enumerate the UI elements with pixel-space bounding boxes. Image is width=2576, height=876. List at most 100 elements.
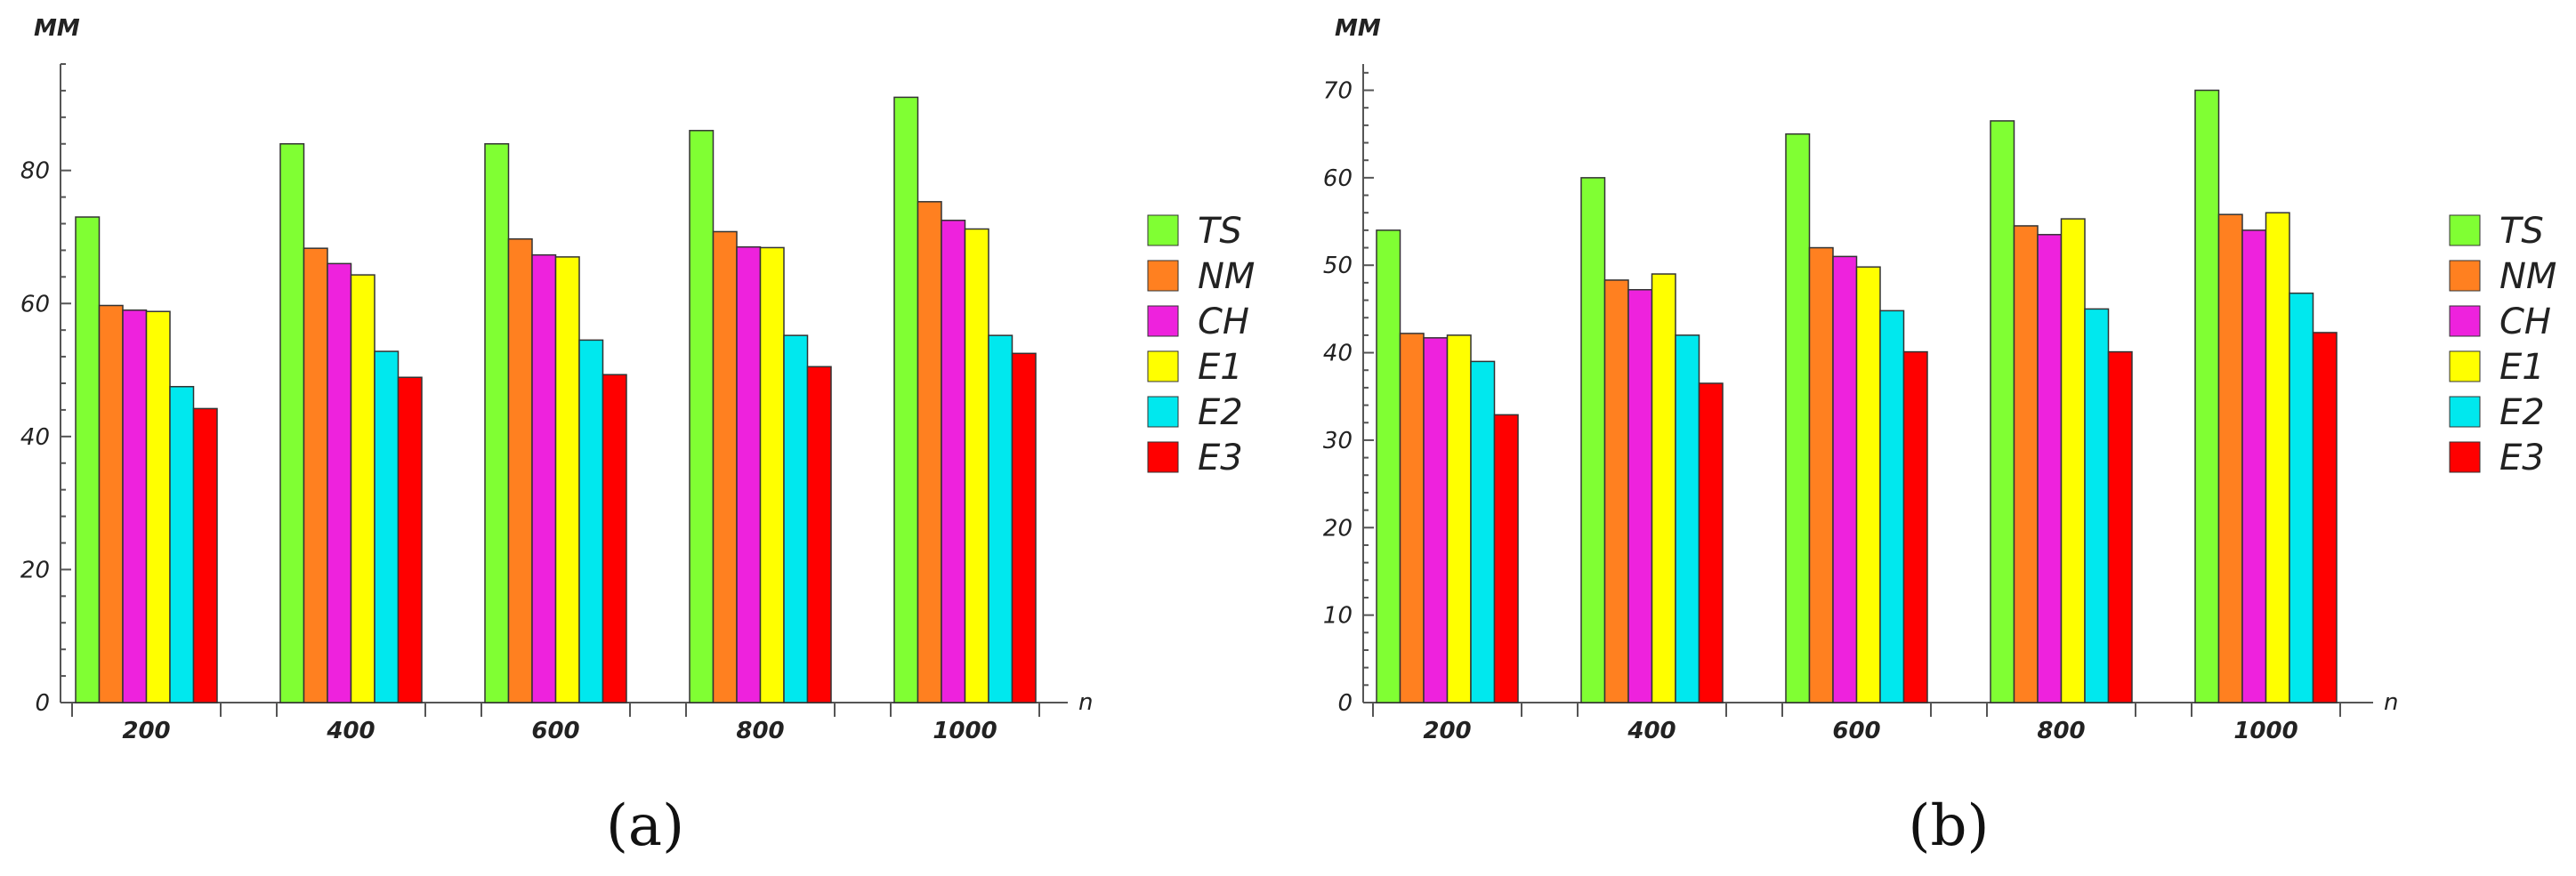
bar-nm-600 <box>1808 246 1834 703</box>
bar-ch-200 <box>122 309 148 703</box>
bar-ts-800 <box>1990 120 2015 703</box>
y-axis-label: MM <box>1335 15 1381 42</box>
bar-ts-1000 <box>893 96 919 703</box>
bar-e3-800 <box>2107 350 2133 703</box>
bar-e1-600 <box>554 256 580 703</box>
bar-e1-400 <box>1651 273 1676 703</box>
y-tick-label: 0 <box>35 690 50 717</box>
bar-e3-600 <box>1902 350 1928 703</box>
bar-e2-200 <box>169 385 195 703</box>
bar-e1-800 <box>2060 218 2086 703</box>
y-tick-label: 80 <box>20 158 50 185</box>
bar-ts-400 <box>279 143 305 703</box>
bar-e2-600 <box>578 339 604 703</box>
bar-ts-200 <box>75 216 101 703</box>
legend-swatch-nm <box>1147 260 1179 292</box>
legend-swatch-e2 <box>1147 396 1179 428</box>
x-tick-label: 1000 <box>933 718 997 744</box>
legend-label-ch: CH <box>1198 301 1249 342</box>
bar-nm-600 <box>507 237 533 703</box>
legend-label-nm: NM <box>2499 256 2556 297</box>
y-tick-label: 70 <box>1323 78 1353 105</box>
legend-label-e2: E2 <box>2499 392 2545 433</box>
x-axis-label: n <box>2384 689 2398 716</box>
y-tick-label: 60 <box>1323 165 1353 192</box>
legend-swatch-ch <box>2449 305 2481 337</box>
legend-label-e2: E2 <box>1198 392 1243 433</box>
legend-swatch-e3 <box>2449 441 2481 473</box>
x-axis-label: n <box>1078 689 1093 716</box>
bar-e3-200 <box>192 407 218 703</box>
bar-e3-400 <box>397 376 423 703</box>
bar-e2-200 <box>1470 360 1496 703</box>
bar-e1-600 <box>1855 266 1881 703</box>
bar-e3-800 <box>806 366 832 703</box>
bar-nm-200 <box>98 304 124 703</box>
bar-e3-1000 <box>1011 352 1037 703</box>
bar-ch-1000 <box>941 220 966 703</box>
legend-label-e3: E3 <box>1198 438 1243 478</box>
y-tick-label: 30 <box>1323 428 1353 454</box>
bar-ch-600 <box>531 253 557 703</box>
x-tick-label: 400 <box>1627 718 1676 744</box>
bar-nm-1000 <box>2217 213 2243 703</box>
bar-e1-400 <box>350 274 375 703</box>
bar-e3-1000 <box>2312 332 2338 703</box>
x-tick-label: 600 <box>1832 718 1880 744</box>
bar-e1-200 <box>1446 334 1472 703</box>
panel-label: (b) <box>1909 793 1990 859</box>
bar-ch-200 <box>1423 337 1449 703</box>
legend-label-e3: E3 <box>2499 438 2545 478</box>
legend-label-nm: NM <box>1198 256 1255 297</box>
bar-ts-400 <box>1580 177 1606 703</box>
bar-ts-600 <box>484 143 510 703</box>
bar-e3-400 <box>1698 382 1724 703</box>
panel-b: 0 10 20 30 40 50 60 70 MM n 200 400 600 800 1000 TSNMCH… <box>1323 15 2557 859</box>
bar-ts-200 <box>1376 229 1401 703</box>
bar-ts-1000 <box>2194 89 2220 703</box>
legend-label-ch: CH <box>2499 301 2551 342</box>
y-tick-label: 50 <box>1323 253 1353 279</box>
y-tick-label: 10 <box>1323 603 1353 630</box>
x-tick-label: 200 <box>1423 718 1471 744</box>
bar-e2-400 <box>374 350 400 703</box>
legend-swatch-nm <box>2449 260 2481 292</box>
bar-ch-800 <box>736 245 762 703</box>
y-tick-label: 0 <box>1337 690 1353 717</box>
x-tick-label: 800 <box>2037 718 2085 744</box>
bar-e3-600 <box>602 374 627 703</box>
bar-e2-1000 <box>988 334 1013 703</box>
y-tick-label: 60 <box>20 291 50 317</box>
bar-ch-400 <box>327 262 352 703</box>
bar-e2-800 <box>2084 308 2110 703</box>
x-tick-label: 1000 <box>2233 718 2297 744</box>
y-tick-label: 40 <box>20 424 50 451</box>
bar-ch-600 <box>1832 255 1858 703</box>
legend-swatch-e2 <box>2449 396 2481 428</box>
bar-nm-800 <box>712 230 738 703</box>
bar-e1-800 <box>759 246 785 703</box>
x-tick-label: 600 <box>531 718 579 744</box>
legend-swatch-ts <box>2449 214 2481 246</box>
bar-e1-1000 <box>2265 212 2290 703</box>
x-tick-label: 800 <box>736 718 784 744</box>
x-tick-label: 200 <box>122 718 170 744</box>
bar-e3-200 <box>1493 414 1519 703</box>
bar-e2-1000 <box>2289 292 2314 703</box>
panel-label: (a) <box>606 793 684 859</box>
legend-label-ts: TS <box>2499 211 2544 252</box>
bar-e2-400 <box>1675 334 1700 703</box>
bar-nm-200 <box>1399 333 1425 703</box>
y-tick-label: 20 <box>20 557 50 583</box>
bar-nm-400 <box>1603 279 1629 703</box>
legend-label-e1: E1 <box>2499 347 2545 388</box>
bar-e1-200 <box>145 310 171 703</box>
legend-swatch-ts <box>1147 214 1179 246</box>
bar-nm-800 <box>2013 225 2039 703</box>
bar-ch-400 <box>1627 289 1653 703</box>
bar-e1-1000 <box>964 228 989 703</box>
bar-ts-800 <box>689 130 715 703</box>
y-axis-label: MM <box>34 15 80 42</box>
